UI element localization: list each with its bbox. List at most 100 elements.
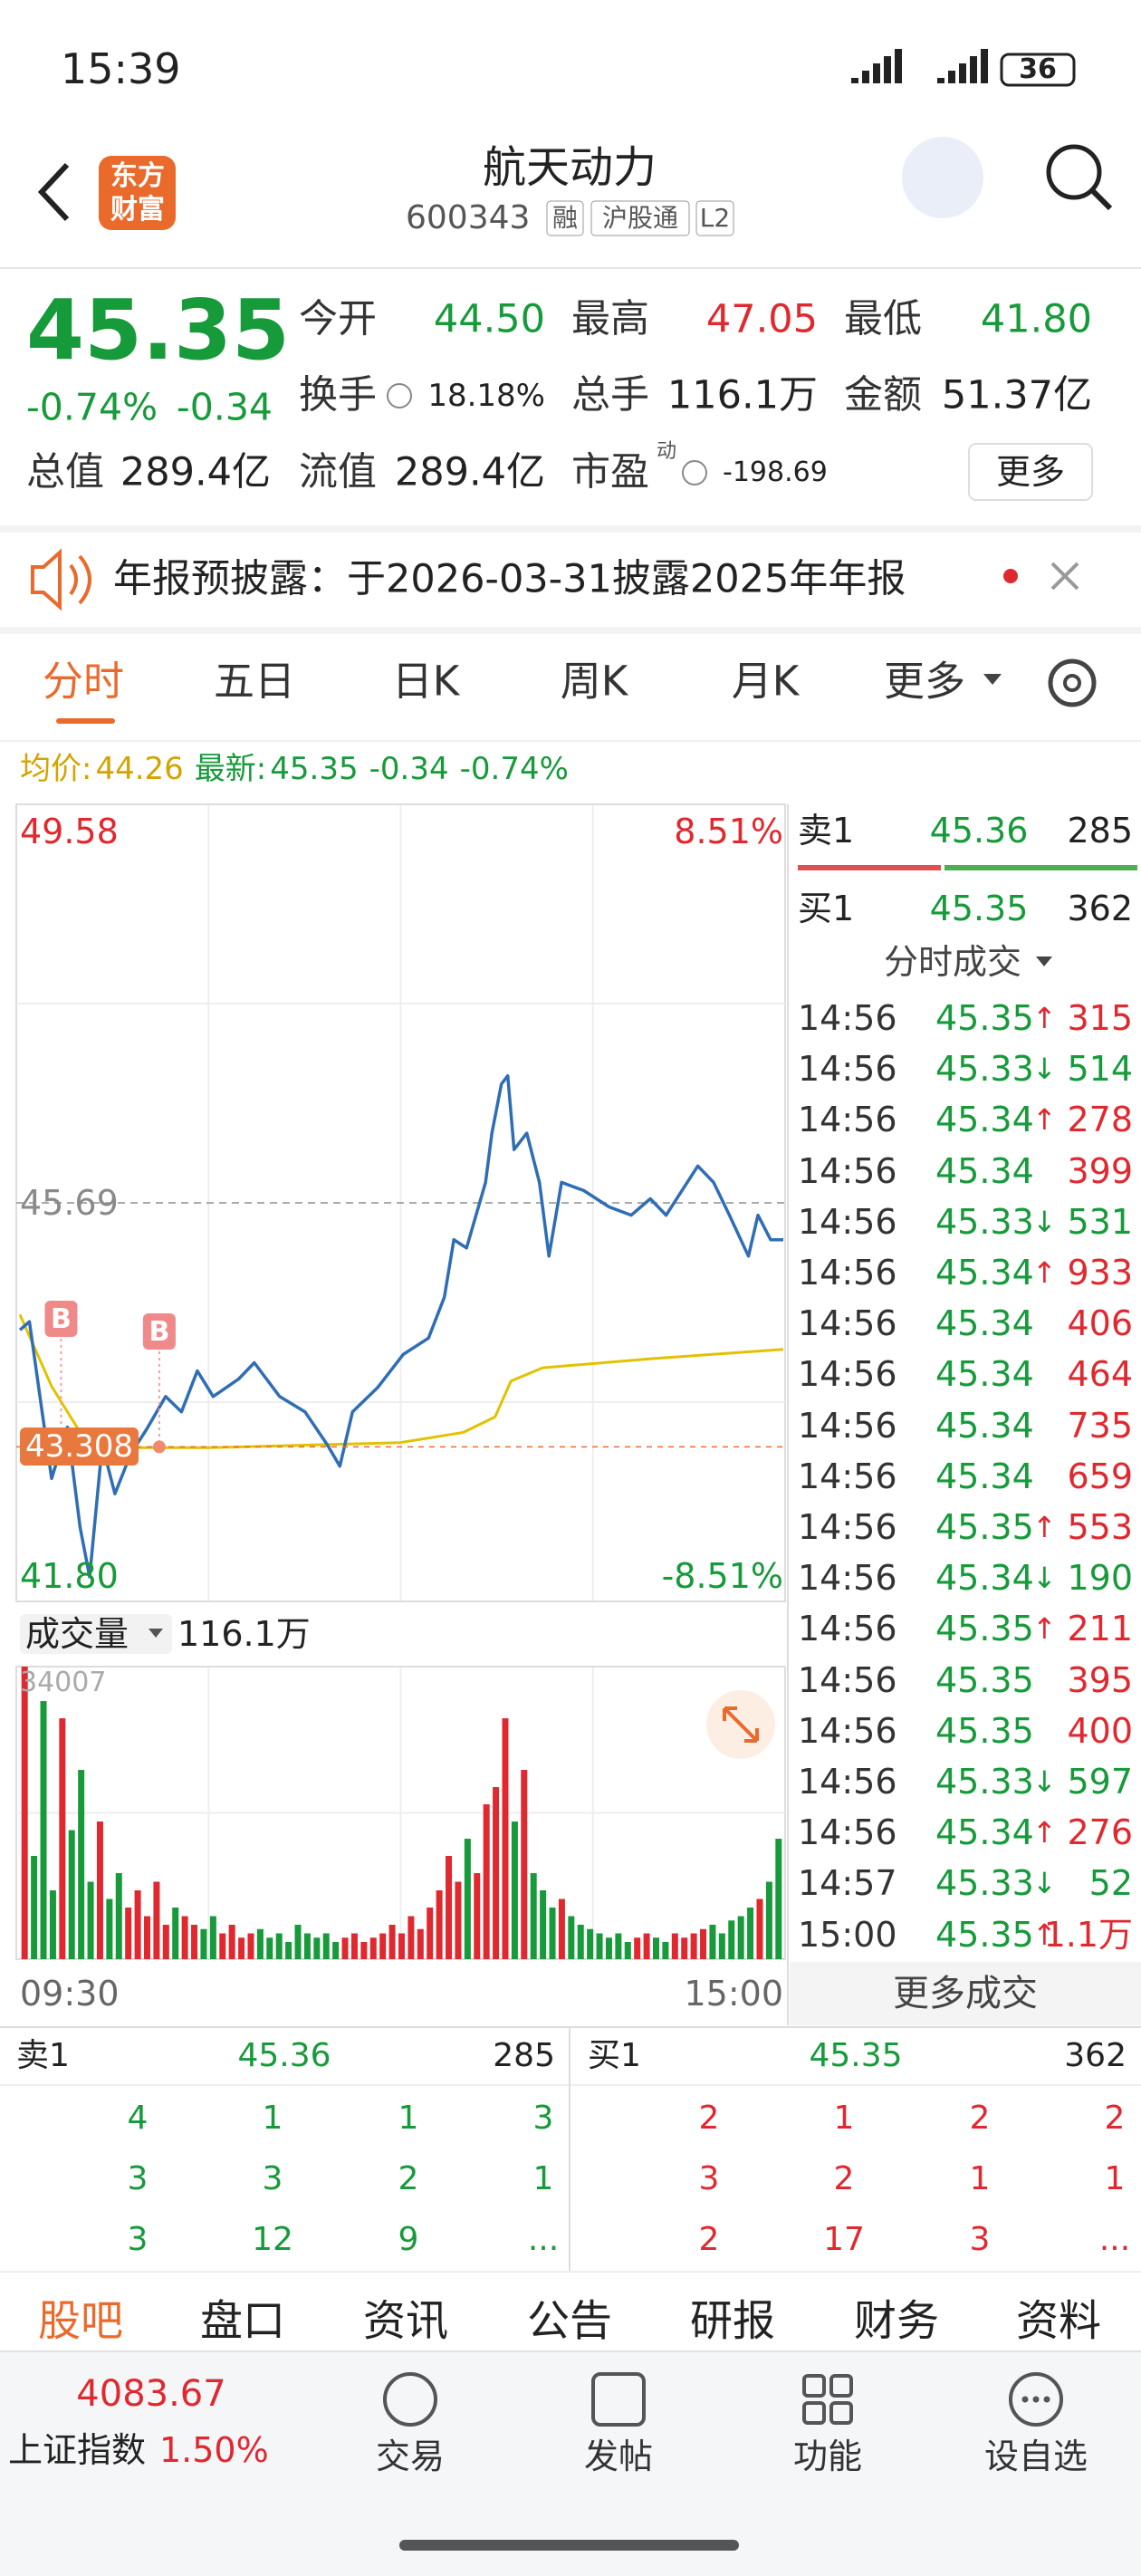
nav-button[interactable]: 功能 bbox=[792, 2437, 863, 2476]
volume-bar bbox=[408, 1916, 415, 1959]
trade-volume: 531 bbox=[1067, 1201, 1133, 1242]
trades-title[interactable]: 分时成交 bbox=[883, 942, 1022, 982]
section-tab[interactable]: 资讯 bbox=[363, 2296, 448, 2347]
chart-tab[interactable]: 周K bbox=[560, 657, 628, 706]
volume-bar bbox=[747, 1908, 754, 1959]
volume-bar bbox=[737, 1916, 744, 1959]
trade-volume: 406 bbox=[1067, 1303, 1133, 1344]
stat-label: 最高 bbox=[571, 296, 649, 342]
book-cell: 1 bbox=[833, 2100, 855, 2137]
volume-bar bbox=[219, 1933, 226, 1959]
separator bbox=[0, 627, 1141, 634]
volume-bar bbox=[144, 1916, 150, 1959]
logo bbox=[99, 156, 176, 230]
depth-label: 卖1 bbox=[798, 811, 855, 851]
nav-icon bbox=[829, 2374, 853, 2398]
book-cell: 3 bbox=[127, 2160, 149, 2197]
stat-value: -198.69 bbox=[723, 457, 828, 488]
nav-icon-dot bbox=[1021, 2396, 1029, 2403]
pct-label: 8.51% bbox=[674, 812, 783, 851]
book-volume: 362 bbox=[1064, 2037, 1127, 2074]
settings-icon[interactable] bbox=[1048, 658, 1097, 707]
trade-volume: 597 bbox=[1067, 1762, 1133, 1802]
volume-bar bbox=[322, 1933, 330, 1959]
more-trades-button[interactable] bbox=[790, 1962, 1141, 2025]
y-tick-label: 41.80 bbox=[20, 1556, 119, 1596]
price-line bbox=[18, 1073, 783, 1579]
more-label[interactable]: 更多 bbox=[995, 452, 1066, 492]
nav-icon bbox=[829, 2401, 853, 2425]
stat-value: 44.50 bbox=[433, 296, 545, 342]
volume-selector[interactable] bbox=[20, 1614, 172, 1654]
volume-bar bbox=[341, 1937, 349, 1959]
section-tab[interactable]: 股吧 bbox=[38, 2296, 123, 2347]
trade-time: 14:56 bbox=[798, 1762, 897, 1802]
section-tab[interactable]: 公告 bbox=[527, 2296, 612, 2347]
change: -0.34 bbox=[176, 385, 273, 429]
volume-bar bbox=[417, 1928, 424, 1959]
price: 45.35 bbox=[26, 282, 291, 379]
section-tab[interactable]: 资料 bbox=[1016, 2296, 1101, 2347]
volume-bar bbox=[474, 1873, 481, 1959]
cost-label: 43.308 bbox=[20, 1427, 139, 1466]
chart-tab[interactable]: 分时 bbox=[42, 657, 125, 706]
trade-price: 45.35 bbox=[935, 998, 1034, 1038]
chart-tab[interactable]: 更多 bbox=[883, 657, 966, 706]
volume-bar bbox=[21, 1667, 28, 1959]
trade-price: 45.35 bbox=[935, 1710, 1034, 1751]
trade-volume: 464 bbox=[1067, 1354, 1133, 1395]
volume-bar bbox=[96, 1821, 103, 1959]
back-button[interactable] bbox=[37, 162, 70, 222]
book-price: 45.36 bbox=[237, 2037, 331, 2074]
book-cell: 3 bbox=[262, 2160, 283, 2197]
section-tab[interactable]: 盘口 bbox=[200, 2296, 285, 2347]
separator bbox=[0, 525, 1141, 533]
dropdown-arrow bbox=[983, 674, 1002, 685]
marker-box bbox=[44, 1301, 78, 1337]
volume-bar bbox=[436, 1890, 443, 1959]
pct-label: -8.51% bbox=[661, 1556, 783, 1596]
section-tab[interactable]: 研报 bbox=[690, 2296, 775, 2347]
volume-bar bbox=[200, 1928, 207, 1959]
depth-label: 买1 bbox=[798, 889, 855, 928]
section-tab[interactable]: 财务 bbox=[854, 2296, 939, 2347]
volume-bar bbox=[59, 1718, 66, 1959]
book-cell: 1 bbox=[398, 2100, 419, 2137]
nav-button[interactable]: 交易 bbox=[375, 2437, 446, 2476]
volume-bar bbox=[49, 1890, 56, 1959]
index-change: 1.50% bbox=[159, 2430, 269, 2470]
notice-text[interactable]: 年报预披露：于2026-03-31披露2025年年报 bbox=[113, 556, 906, 602]
nav-icon bbox=[591, 2372, 646, 2427]
trade-price: 45.34 bbox=[935, 1558, 1034, 1599]
nav-button[interactable]: 发帖 bbox=[583, 2437, 654, 2476]
assistant-avatar[interactable] bbox=[902, 137, 983, 218]
more-trades[interactable]: 更多成交 bbox=[893, 1973, 1038, 2014]
badge-box bbox=[695, 200, 734, 236]
chart-tab[interactable]: 月K bbox=[731, 657, 800, 706]
chart-tab[interactable]: 日K bbox=[391, 657, 460, 706]
stat-label: 总值 bbox=[26, 449, 104, 495]
book-price: 45.35 bbox=[809, 2037, 903, 2074]
more-button[interactable] bbox=[968, 443, 1093, 501]
trade-arrow: ↑ bbox=[1032, 1611, 1057, 1647]
info-line: 均价: 44.26 最新: 45.35 -0.34 -0.74% bbox=[20, 754, 580, 784]
trade-time: 14:56 bbox=[798, 1710, 897, 1751]
trade-volume: 400 bbox=[1067, 1710, 1133, 1751]
trade-time: 14:56 bbox=[798, 1303, 897, 1344]
chart-tab[interactable]: 五日 bbox=[213, 657, 296, 706]
search-icon[interactable] bbox=[1046, 144, 1102, 200]
stock-code: 600343 bbox=[406, 199, 531, 236]
nav-button[interactable]: 设自选 bbox=[983, 2437, 1088, 2476]
v-tick-label: 34007 bbox=[20, 1667, 107, 1698]
volume-bar bbox=[455, 1881, 462, 1959]
book-cell: 9 bbox=[398, 2221, 419, 2258]
book-cell: 2 bbox=[698, 2221, 720, 2258]
volume-bar bbox=[577, 1925, 584, 1959]
volume-label[interactable]: 成交量 bbox=[25, 1614, 129, 1654]
expand-icon bbox=[723, 1706, 759, 1743]
trade-arrow: ↑ bbox=[1032, 1917, 1057, 1952]
dropdown-arrow bbox=[1036, 956, 1052, 966]
trade-price: 45.34 bbox=[935, 1456, 1034, 1496]
volume-bar bbox=[643, 1933, 650, 1959]
stat-label: 最低 bbox=[844, 296, 922, 342]
